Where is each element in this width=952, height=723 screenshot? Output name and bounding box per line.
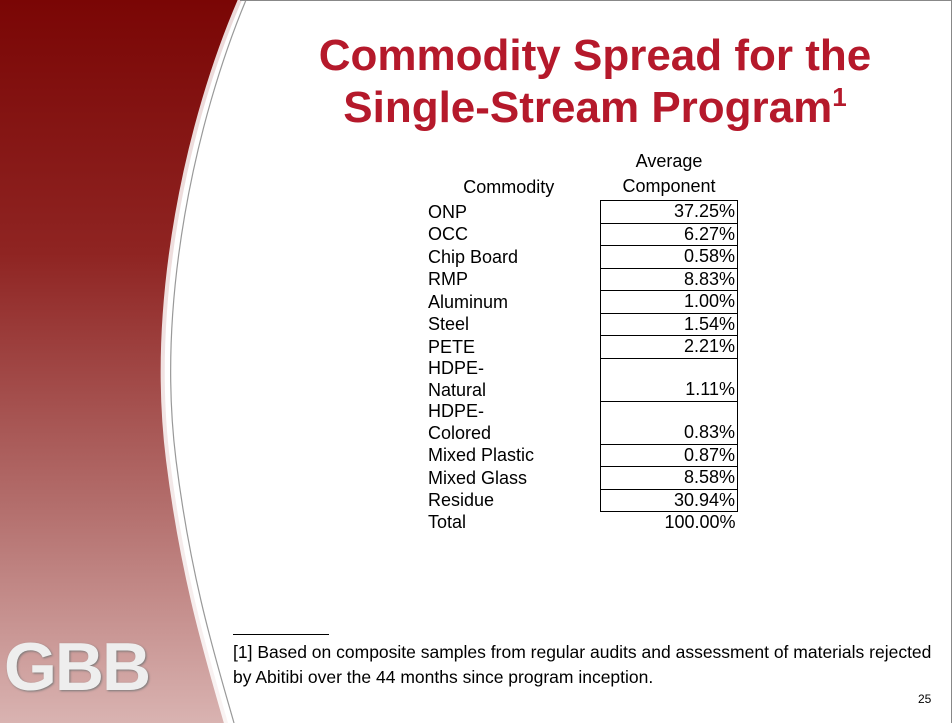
commodity-name: Aluminum: [428, 291, 509, 312]
value-cell: 0.83%: [600, 400, 738, 445]
table-row: ONP 37.25%: [418, 200, 738, 224]
footnote: [1] Based on composite samples from regu…: [233, 642, 932, 687]
commodity-name: PETE: [428, 336, 476, 357]
total-value: 100.00%: [664, 512, 736, 532]
total-label: Total: [428, 512, 467, 532]
value-cell: 1.11%: [600, 357, 738, 402]
table-row: RMP 8.83%: [418, 267, 738, 291]
commodity-name: Mixed Plastic: [428, 445, 535, 465]
commodity-cell: Aluminum: [418, 291, 601, 314]
footnote-rule: [233, 634, 329, 635]
commodity-name: ONP: [428, 201, 468, 222]
commodity-cell: Mixed Plastic: [418, 444, 601, 467]
table-row: OCC 6.27%: [418, 222, 738, 246]
table-row: Residue 30.94%: [418, 488, 738, 512]
header-line: Component: [622, 176, 716, 196]
commodity-cell: RMP: [418, 268, 601, 291]
commodity-cell: PETE: [418, 336, 601, 359]
value-cell: 1.00%: [600, 290, 738, 314]
value-cell: 37.25%: [600, 200, 738, 224]
logo: GBB: [4, 629, 151, 705]
value-cell: 6.27%: [600, 222, 738, 246]
commodity-cell: Residue: [418, 489, 601, 512]
curve-line: [170, 0, 247, 723]
commodity-name: RMP: [428, 269, 468, 289]
title-line: Single-Stream Program: [343, 83, 833, 132]
footnote-mark: 1: [832, 82, 847, 112]
commodity-cell: ONP: [418, 201, 601, 224]
table-row: Mixed Glass 8.58%: [418, 466, 738, 490]
table-body: ONP 37.25% OCC 6.27% Chip Board 0.58% RMP 8.83%…: [418, 200, 738, 534]
table-row: PETE 2.21%: [418, 335, 738, 359]
title: Commodity Spread for the Single-Stream P…: [250, 30, 940, 134]
commodity-name: OCC: [428, 224, 468, 244]
curve-highlight: [160, 0, 246, 723]
value-cell: 8.83%: [600, 267, 738, 291]
commodity-name: Mixed Glass: [428, 467, 528, 488]
table-row: HDPE-Natural 1.11%: [418, 357, 738, 402]
title-line: Commodity Spread for the: [318, 31, 872, 80]
value-cell: 30.94%: [600, 488, 738, 512]
table-row: Mixed Plastic 0.87%: [418, 443, 738, 467]
page-number: 25: [918, 692, 932, 706]
commodity-name: Steel: [428, 314, 470, 334]
table-row: Aluminum 1.00%: [418, 290, 738, 314]
commodity-cell: OCC: [418, 223, 601, 246]
total-row: Total 100.00%: [418, 512, 738, 534]
commodity-cell: HDPE-Natural: [418, 358, 601, 401]
header-commodity: Commodity: [463, 176, 555, 197]
value-cell: 0.58%: [600, 245, 738, 269]
table-row: Steel 1.54%: [418, 312, 738, 336]
value-cell: 2.21%: [600, 335, 738, 359]
commodity-name: HDPE-Colored: [428, 401, 492, 443]
commodity-table: Commodity Average Component ONP 37.25% OCC 6…: [418, 148, 738, 534]
commodity-name: HDPE-Natural: [428, 358, 487, 400]
commodity-cell: Steel: [418, 313, 601, 336]
header-average: Average Component: [601, 148, 738, 201]
table-row: HDPE-Colored 0.83%: [418, 400, 738, 445]
table-row: Chip Board 0.58%: [418, 245, 738, 269]
commodity-cell: Chip Board: [418, 246, 601, 269]
value-cell: 0.87%: [600, 443, 738, 467]
value-cell: 1.54%: [600, 312, 738, 336]
commodity-cell: Mixed Glass: [418, 467, 601, 490]
value-cell: 8.58%: [600, 466, 738, 490]
commodity-name: Chip Board: [428, 246, 519, 267]
commodity-name: Residue: [428, 490, 495, 510]
header-line: Average: [635, 151, 703, 171]
commodity-cell: HDPE-Colored: [418, 401, 601, 444]
